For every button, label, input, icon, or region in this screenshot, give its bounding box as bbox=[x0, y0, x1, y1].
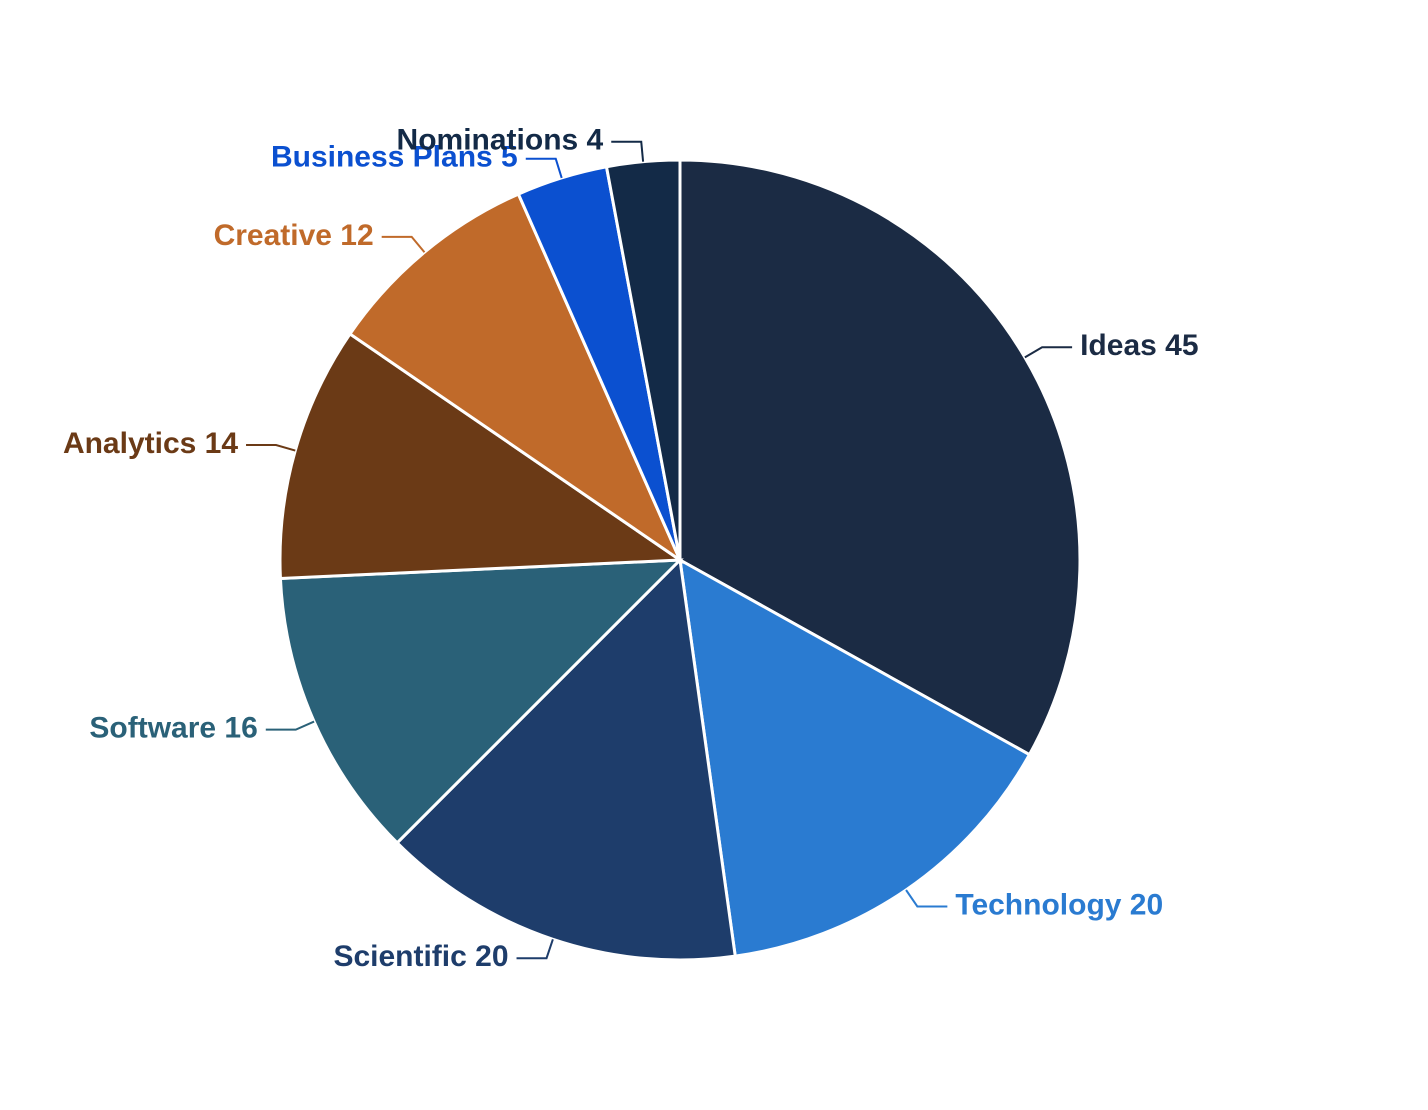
pie-slices bbox=[280, 160, 1080, 960]
leader-line bbox=[526, 159, 562, 178]
pie-label: Ideas 45 bbox=[1080, 329, 1198, 362]
pie-label: Software 16 bbox=[89, 712, 257, 745]
leader-line bbox=[382, 237, 425, 252]
leader-line bbox=[1025, 347, 1072, 357]
leader-line bbox=[906, 890, 947, 907]
pie-label: Creative 12 bbox=[214, 219, 374, 252]
pie-label: Nominations 4 bbox=[397, 124, 604, 157]
pie-chart: Ideas 45 Technology 20 Scientific 20 Softwa… bbox=[0, 0, 1428, 1110]
leader-line bbox=[266, 722, 314, 730]
leader-line bbox=[246, 445, 295, 450]
pie-label: Technology 20 bbox=[955, 888, 1163, 921]
pie-label: Analytics 14 bbox=[63, 427, 238, 460]
leader-line bbox=[611, 142, 643, 162]
leader-line bbox=[517, 939, 553, 958]
pie-label: Scientific 20 bbox=[333, 940, 508, 973]
